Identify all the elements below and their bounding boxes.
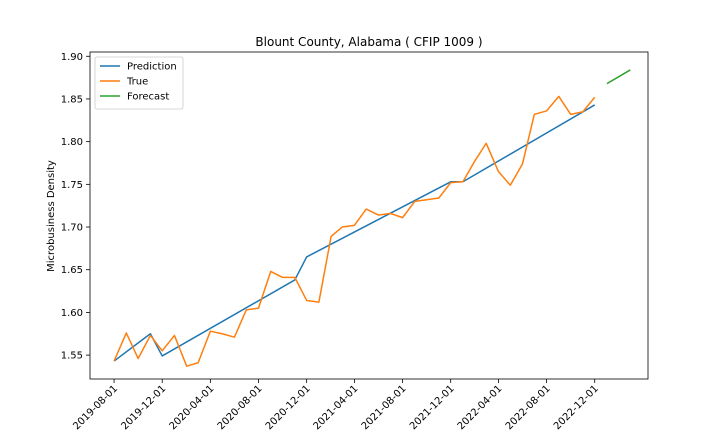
x-tick-label: 2022-12-01 xyxy=(552,383,601,432)
y-tick-label: 1.55 xyxy=(61,351,83,362)
legend: Prediction True Forecast xyxy=(94,56,184,110)
y-tick-label: 1.65 xyxy=(61,265,83,276)
legend-label-true: True xyxy=(126,77,148,88)
x-tick-label: 2019-08-01 xyxy=(71,383,120,432)
x-tick-label: 2020-04-01 xyxy=(168,383,217,432)
y-tick-label: 1.75 xyxy=(61,180,83,191)
series-line-prediction xyxy=(113,104,596,362)
y-tick-label: 1.90 xyxy=(61,52,83,63)
x-tick-label: 2022-08-01 xyxy=(504,383,553,432)
y-tick-label: 1.70 xyxy=(61,223,83,234)
chart-title: Blount County, Alabama ( CFIP 1009 ) xyxy=(255,35,482,49)
y-tick-label: 1.60 xyxy=(61,308,83,319)
x-tick-label: 2021-08-01 xyxy=(360,383,409,432)
x-tick-label: 2019-12-01 xyxy=(119,383,168,432)
y-tick-label: 1.80 xyxy=(61,137,83,148)
legend-label-prediction: Prediction xyxy=(127,62,177,73)
x-tick-label: 2022-04-01 xyxy=(456,383,505,432)
legend-label-forecast: Forecast xyxy=(127,92,169,103)
y-axis-label: Microbusiness Density xyxy=(46,160,57,272)
series-line-forecast xyxy=(606,69,631,85)
axes-frame xyxy=(89,51,649,380)
x-tick-label: 2020-08-01 xyxy=(216,383,265,432)
y-tick-label: 1.85 xyxy=(61,94,83,105)
x-tick-label: 2020-12-01 xyxy=(264,383,313,432)
x-tick-label: 2021-04-01 xyxy=(312,383,361,432)
plot-area xyxy=(113,69,631,367)
x-tick-label: 2021-12-01 xyxy=(408,383,457,432)
series-line-true xyxy=(113,95,596,367)
